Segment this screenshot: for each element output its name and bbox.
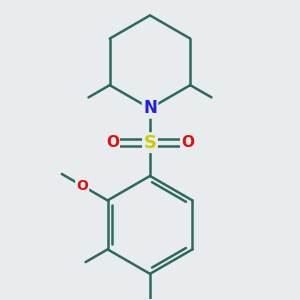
- Text: O: O: [181, 135, 194, 150]
- Text: S: S: [143, 134, 157, 152]
- Text: O: O: [76, 179, 88, 193]
- Text: N: N: [143, 99, 157, 117]
- Text: O: O: [106, 135, 119, 150]
